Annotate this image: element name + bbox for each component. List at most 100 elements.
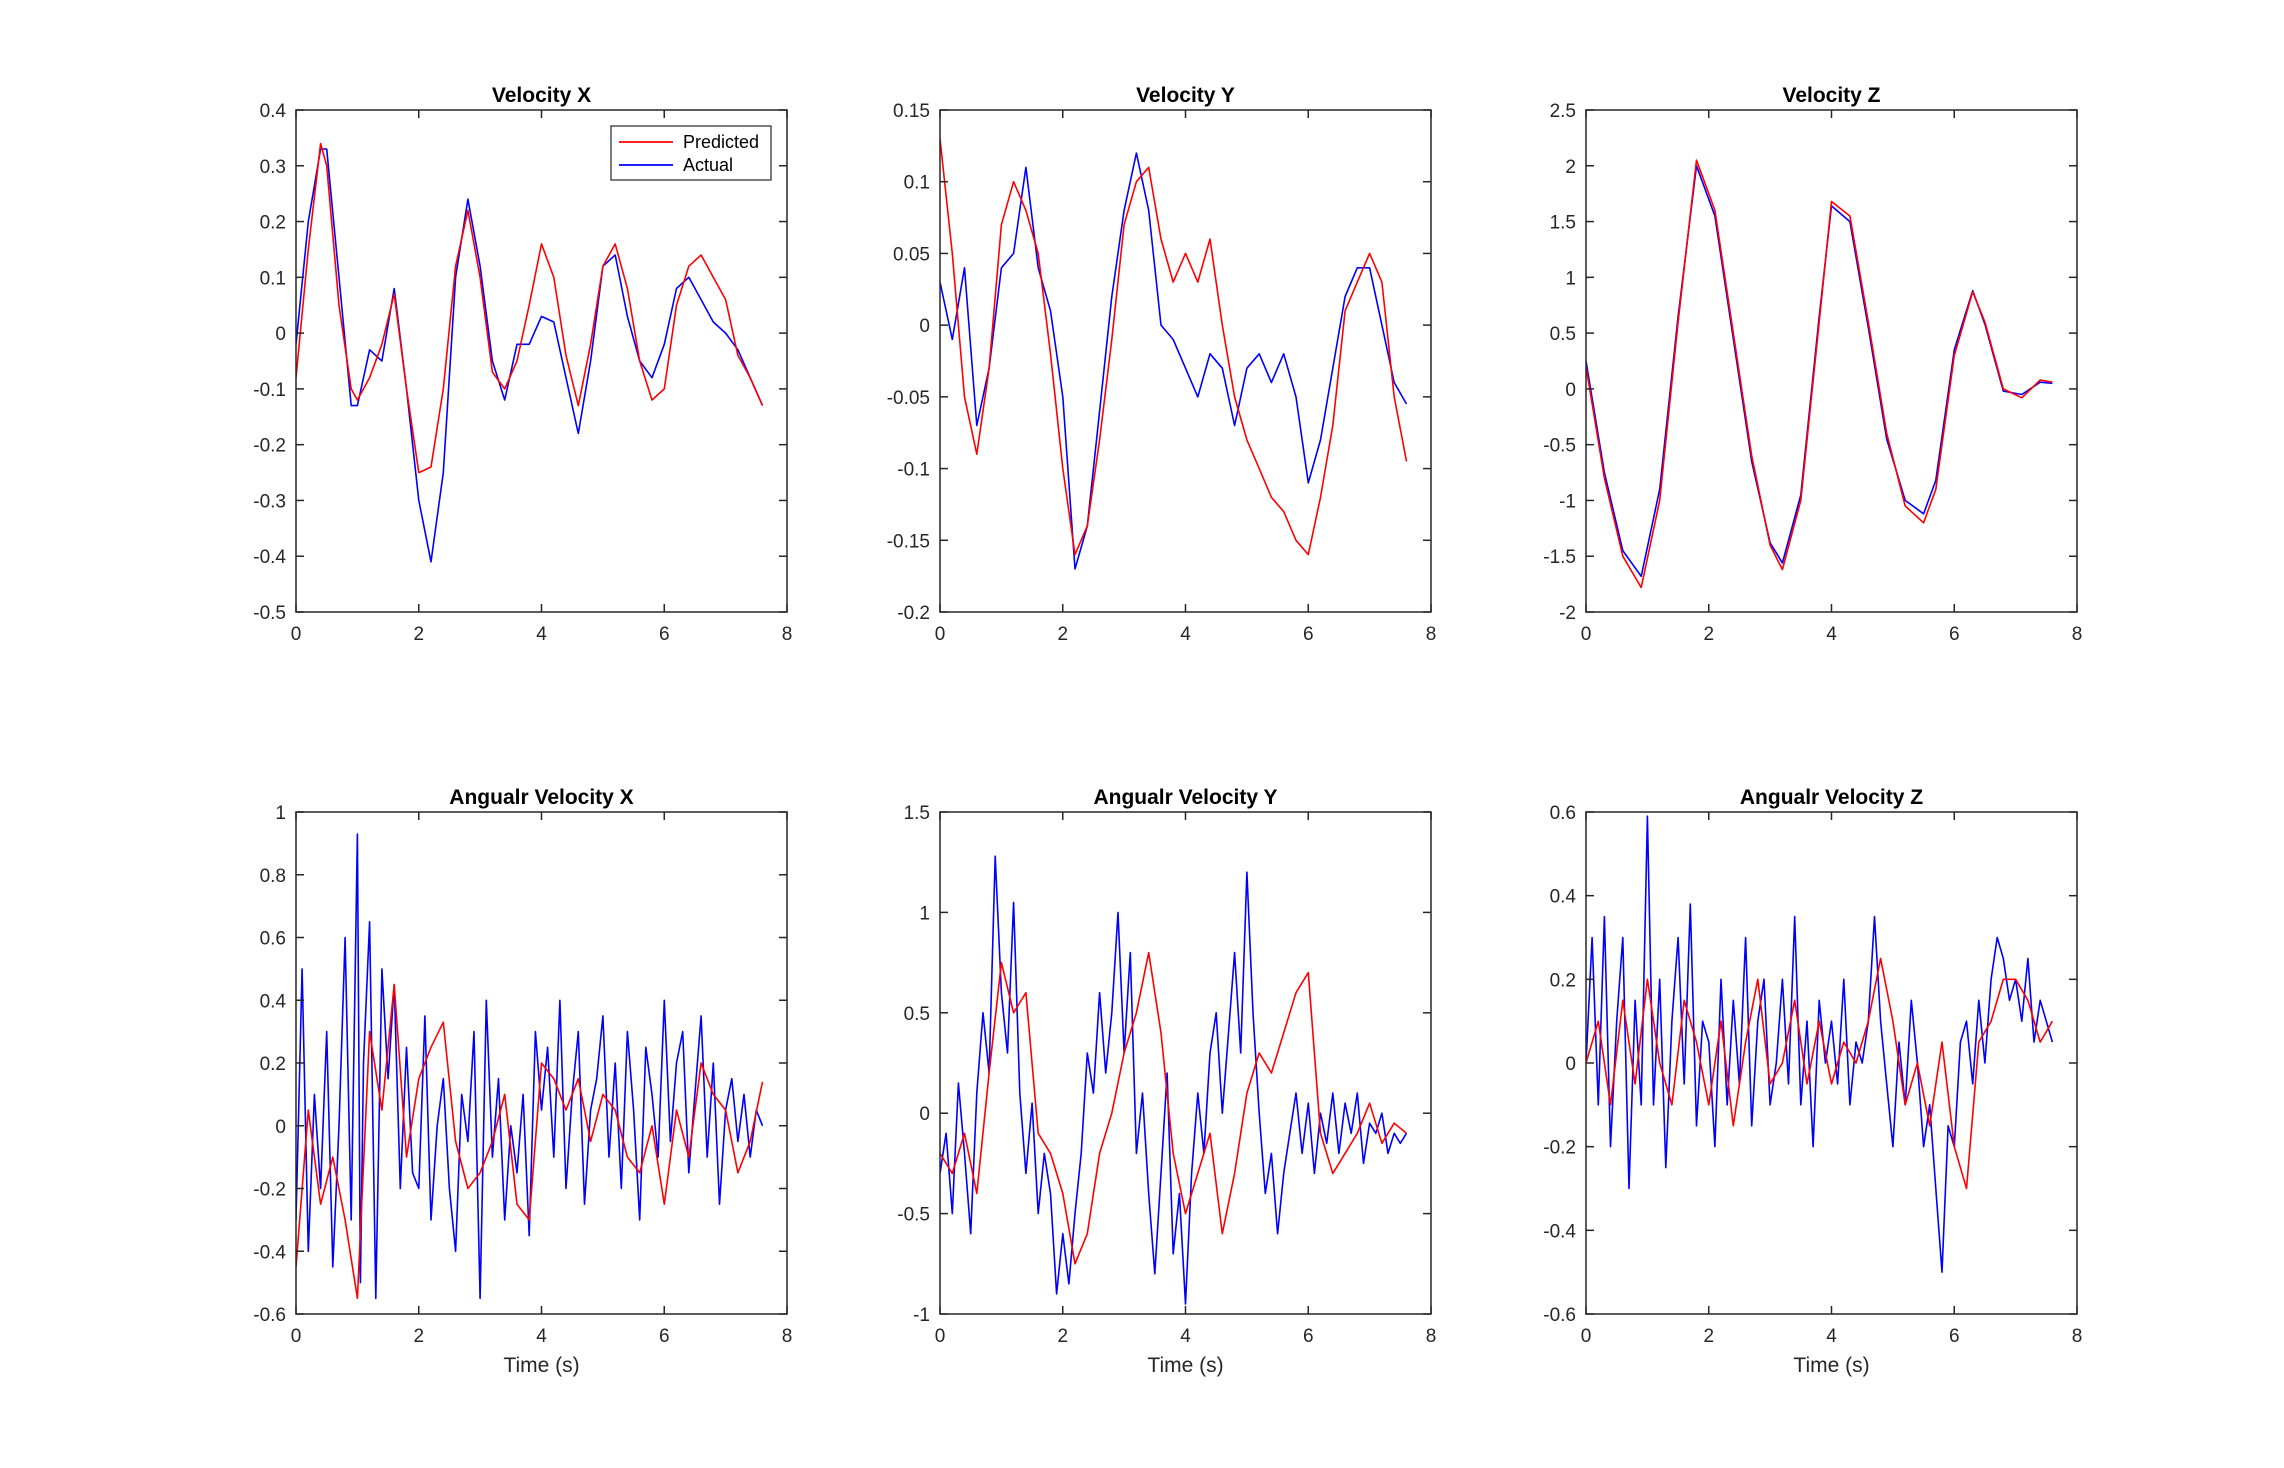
x-tick-label: 8 xyxy=(1426,1326,1437,1347)
y-tick-label: 2.5 xyxy=(1550,101,1576,122)
y-tick-label: -2 xyxy=(1559,603,1576,624)
series-actual-line xyxy=(940,152,1408,570)
x-tick-label: 4 xyxy=(1180,624,1191,645)
y-tick-label: -0.2 xyxy=(253,436,286,457)
y-tick-label: 0 xyxy=(1565,1054,1576,1075)
legend-box xyxy=(610,125,772,181)
y-tick-label: 0.2 xyxy=(260,213,286,234)
y-tick-label: -0.5 xyxy=(1543,436,1576,457)
x-tick-label: 2 xyxy=(1703,1326,1714,1347)
x-tick-label: 2 xyxy=(1057,1326,1068,1347)
x-tick-label: 0 xyxy=(935,624,946,645)
subplot-title: Angualr Velocity Z xyxy=(1740,786,1923,809)
subplot-title: Velocity Z xyxy=(1782,84,1880,107)
x-tick-label: 0 xyxy=(291,1326,302,1347)
y-tick-label: -1 xyxy=(913,1305,930,1326)
y-tick-label: -0.3 xyxy=(253,491,286,512)
axes-frame xyxy=(939,811,1432,1315)
y-tick-label: -1.5 xyxy=(1543,547,1576,568)
subplot-velocity-x: 0 2 4 6 8 -0.5 -0.4 -0.3 -0.2 -0.1 0 0.1 0.2 0.3 0.4 Ve… xyxy=(253,84,792,645)
subplot-velocity-y: 0 2 4 6 8 -0.2 -0.15 -0.1 -0.05 0 0.05 0.1 0.15 Veloc… xyxy=(887,84,1437,645)
x-axis-label: Time (s) xyxy=(1793,1354,1869,1377)
x-tick-label: 6 xyxy=(659,624,670,645)
x-tick-label: 8 xyxy=(2072,1326,2083,1347)
y-tick-label: 2 xyxy=(1565,157,1576,178)
x-tick-label: 6 xyxy=(1949,1326,1960,1347)
series-actual-line xyxy=(296,148,764,563)
y-tick-label: -0.2 xyxy=(1543,1138,1576,1159)
y-tick-label: 0 xyxy=(919,1104,930,1125)
y-tick-label: -0.1 xyxy=(897,460,930,481)
y-tick-label: 0 xyxy=(275,324,286,345)
series-predicted-line xyxy=(940,138,1408,556)
series-predicted-line xyxy=(940,951,1408,1265)
y-tick-label: 0 xyxy=(1565,380,1576,401)
y-tick-label: 0.4 xyxy=(260,101,287,122)
x-tick-label: 4 xyxy=(1826,1326,1837,1347)
y-tick-label: 0.5 xyxy=(904,1004,930,1025)
y-tick-label: 1 xyxy=(919,903,930,924)
y-tick-label: 0.1 xyxy=(904,173,930,194)
y-tick-label: 0.6 xyxy=(1550,803,1576,824)
subplot-title: Angualr Velocity Y xyxy=(1093,786,1277,809)
subplot-title: Velocity Y xyxy=(1136,84,1235,107)
subplot-angular-velocity-z: 0 2 4 6 8 -0.6 -0.4 -0.2 0 0.2 0.4 0.6 Angualr Veloc… xyxy=(1543,786,2082,1377)
x-tick-label: 6 xyxy=(659,1326,670,1347)
series-actual-line xyxy=(296,833,764,1300)
y-tick-label: 1 xyxy=(275,803,286,824)
subplot-angular-velocity-y: 0 2 4 6 8 -1 -0.5 0 0.5 1 1.5 Angualr Velocity Y Tim… xyxy=(897,786,1436,1377)
subplot-title: Velocity X xyxy=(492,84,591,107)
x-tick-label: 2 xyxy=(1703,624,1714,645)
y-tick-label: 0.8 xyxy=(260,866,286,887)
y-tick-label: -0.2 xyxy=(897,603,930,624)
x-tick-label: 0 xyxy=(291,624,302,645)
y-tick-label: 0.1 xyxy=(260,268,286,289)
y-tick-label: -1 xyxy=(1559,491,1576,512)
x-tick-label: 6 xyxy=(1303,624,1314,645)
legend-label-predicted: Predicted xyxy=(683,132,759,152)
series-actual-line xyxy=(1586,815,2054,1273)
x-tick-label: 2 xyxy=(1057,624,1068,645)
axes-frame xyxy=(1585,109,2078,613)
y-tick-label: 0.4 xyxy=(260,991,287,1012)
y-tick-label: -0.6 xyxy=(1543,1305,1576,1326)
x-axis-label: Time (s) xyxy=(503,1354,579,1377)
x-tick-label: 0 xyxy=(935,1326,946,1347)
y-tick-label: 1.5 xyxy=(904,803,930,824)
y-tick-label: -0.4 xyxy=(253,1242,286,1263)
subplot-velocity-z: 0 2 4 6 8 -2 -1.5 -1 -0.5 0 0.5 1 1.5 2 2.5 Velocity Z xyxy=(1543,84,2082,645)
x-tick-label: 4 xyxy=(1180,1326,1191,1347)
axes-frame xyxy=(939,109,1432,613)
x-tick-label: 6 xyxy=(1949,624,1960,645)
y-tick-label: -0.1 xyxy=(253,380,286,401)
y-tick-label: 0 xyxy=(275,1117,286,1138)
series-predicted-line xyxy=(296,142,764,474)
x-tick-label: 8 xyxy=(1426,624,1437,645)
x-tick-label: 8 xyxy=(782,624,793,645)
x-tick-label: 0 xyxy=(1581,1326,1592,1347)
x-tick-label: 8 xyxy=(782,1326,793,1347)
subplot-title: Angualr Velocity X xyxy=(449,786,633,809)
y-tick-label: 1 xyxy=(1565,268,1576,289)
y-tick-label: 0.6 xyxy=(260,929,286,950)
axes-frame xyxy=(295,109,788,613)
legend: Predicted Actual xyxy=(610,125,772,181)
series-predicted-line xyxy=(1586,957,2054,1190)
subplot-angular-velocity-x: 0 2 4 6 8 -0.6 -0.4 -0.2 0 0.2 0.4 0.6 0.8 1 Angualr V… xyxy=(253,786,792,1377)
x-tick-label: 8 xyxy=(2072,624,2083,645)
y-tick-label: -0.4 xyxy=(1543,1221,1576,1242)
y-tick-label: -0.5 xyxy=(253,603,286,624)
x-tick-label: 4 xyxy=(536,624,547,645)
series-predicted-line xyxy=(296,983,764,1300)
y-tick-label: 1.5 xyxy=(1550,213,1576,234)
x-tick-label: 6 xyxy=(1303,1326,1314,1347)
x-axis-label: Time (s) xyxy=(1147,1354,1223,1377)
x-tick-label: 2 xyxy=(413,1326,424,1347)
x-tick-label: 4 xyxy=(536,1326,547,1347)
series-actual-line xyxy=(940,855,1408,1305)
y-tick-label: -0.5 xyxy=(897,1205,930,1226)
y-tick-label: 0.3 xyxy=(260,157,286,178)
y-tick-label: 0.5 xyxy=(1550,324,1576,345)
y-tick-label: 0 xyxy=(919,316,930,337)
